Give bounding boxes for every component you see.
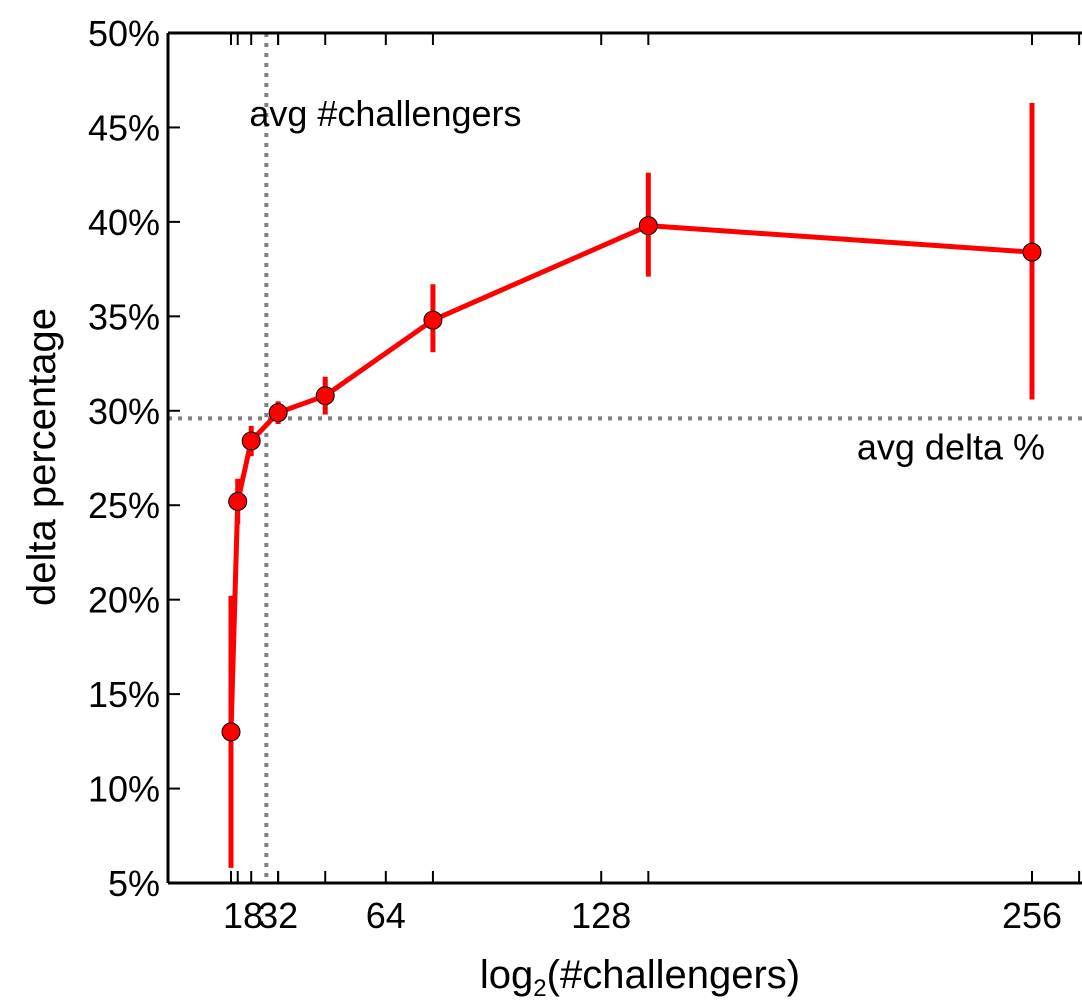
data-point (315, 386, 335, 406)
x-tick-label: 64 (366, 895, 406, 936)
y-tick-label: 40% (88, 202, 160, 243)
series-layer (221, 102, 1042, 868)
data-point (221, 722, 241, 742)
x-axis-title-subscript: 2 (533, 975, 546, 1002)
y-tick-label: 10% (88, 769, 160, 810)
x-axis-title: log2(#challengers) (480, 953, 800, 1002)
avg-challengers-label: avg #challengers (249, 93, 521, 134)
data-point (268, 403, 288, 423)
y-tick-label: 50% (88, 13, 160, 54)
y-tick-label: 20% (88, 580, 160, 621)
y-tick-label: 30% (88, 391, 160, 432)
x-tick-label: 256 (1002, 895, 1062, 936)
x-axis-title-rest: (#challengers) (547, 953, 800, 997)
y-tick-label: 25% (88, 485, 160, 526)
data-point (1022, 242, 1042, 262)
data-point (638, 216, 658, 236)
y-tick-label: 45% (88, 107, 160, 148)
reference-lines (168, 33, 1082, 883)
data-point (228, 491, 248, 511)
x-axis-title-main: log (480, 953, 533, 997)
series-line (228, 223, 1033, 732)
data-point (241, 431, 261, 451)
y-axis-title: delta percentage (20, 308, 64, 606)
x-tick-label: 32 (258, 895, 298, 936)
y-tick-label: 5% (108, 863, 160, 904)
y-tick-label: 35% (88, 296, 160, 337)
y-tick-label: 15% (88, 674, 160, 715)
annotation-labels: avg #challengers avg delta % (249, 93, 1045, 467)
data-point (423, 310, 443, 330)
x-tick-label: 128 (571, 895, 631, 936)
x-tick-label: 18 (223, 895, 263, 936)
avg-delta-label: avg delta % (857, 426, 1045, 467)
